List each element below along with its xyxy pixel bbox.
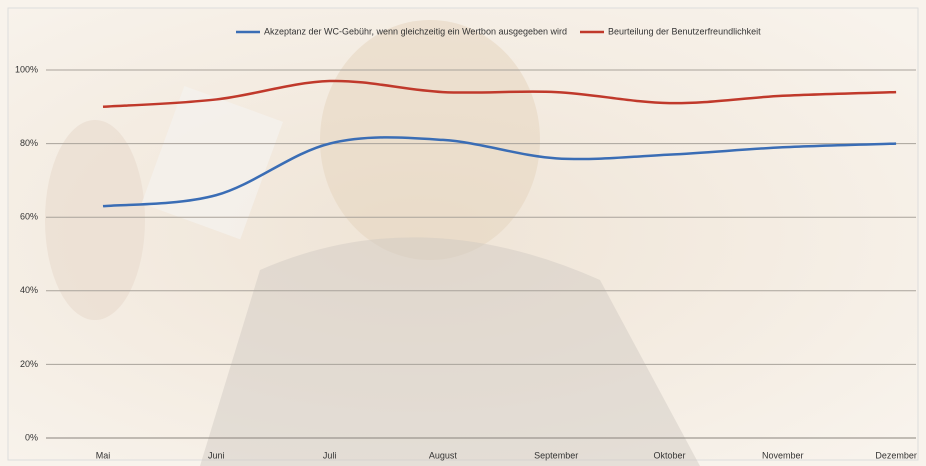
legend-label: Beurteilung der Benutzerfreundlichkeit [608, 26, 761, 36]
y-tick-label: 0% [25, 432, 38, 442]
photo-shape [200, 237, 700, 466]
y-tick-label: 80% [20, 138, 38, 148]
x-tick-label: Juni [208, 450, 225, 460]
x-tick-label: Mai [96, 450, 111, 460]
x-tick-label: September [534, 450, 578, 460]
x-tick-label: November [762, 450, 804, 460]
y-tick-label: 100% [15, 64, 38, 74]
x-tick-label: Oktober [653, 450, 685, 460]
line [102, 79, 897, 109]
photo-shape [45, 120, 145, 320]
y-tick-label: 40% [20, 285, 38, 295]
y-tick-label: 20% [20, 359, 38, 369]
line [102, 136, 897, 208]
legend-label: Akzeptanz der WC-Gebühr, wenn gleichzeit… [264, 26, 567, 36]
y-tick-label: 60% [20, 212, 38, 222]
x-tick-label: Dezember [875, 450, 917, 460]
x-tick-label: Juli [323, 450, 337, 460]
x-tick-label: August [429, 450, 458, 460]
